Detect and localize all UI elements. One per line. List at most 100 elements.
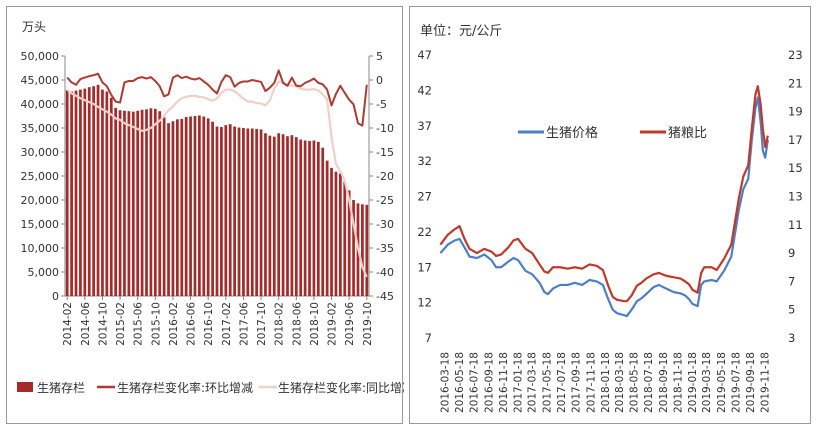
x-tick-label: 2015-06 xyxy=(133,302,145,346)
inventory-bar xyxy=(233,126,236,296)
x-tick-label: 2016-09-18 xyxy=(483,352,495,413)
inventory-bar xyxy=(294,137,298,296)
left-y-tick-label: 5,000 xyxy=(28,266,60,279)
inventory-bar xyxy=(220,127,223,296)
right-y-tick-label: -15 xyxy=(376,146,394,159)
x-tick-label: 2017-11-18 xyxy=(585,352,597,413)
x-tick-label: 2018-09-18 xyxy=(658,352,670,413)
inventory-bar xyxy=(303,140,307,296)
right-chart-panel: 单位：元/公斤 47 42 37 32 27 22 17 12 7 23 21 19 17 15 13 11 9 7… xyxy=(409,6,811,424)
right-y-tick-label: 19 xyxy=(788,105,803,119)
inventory-bar xyxy=(101,89,104,296)
inventory-bar xyxy=(259,129,263,296)
inventory-bar xyxy=(167,123,170,296)
inventory-bar xyxy=(286,136,289,296)
x-tick-label: 2015-10 xyxy=(150,302,162,346)
x-tick-label: 2016-07-18 xyxy=(469,352,481,413)
inventory-bar xyxy=(361,204,364,296)
x-tick-label: 2016-03-18 xyxy=(439,352,451,413)
inventory-bar xyxy=(343,181,347,296)
right-y-tick-label: -30 xyxy=(376,218,394,231)
x-tick-label: 2018-11-18 xyxy=(672,352,684,413)
inventory-bar xyxy=(228,124,232,296)
inventory-bar xyxy=(145,109,148,296)
x-tick-label: 2019-02 xyxy=(327,302,339,346)
x-tick-label: 2017-02 xyxy=(221,302,233,346)
inventory-bar xyxy=(334,171,338,296)
inventory-bar xyxy=(118,110,122,297)
inventory-bar xyxy=(312,140,316,296)
x-tick-label: 2017-10 xyxy=(256,302,268,346)
right-y-tick-label: -25 xyxy=(376,194,394,207)
legend-label-inventory: 生猪存栏 xyxy=(37,380,85,395)
inventory-bar xyxy=(109,97,113,296)
x-tick-label: 2016-10 xyxy=(203,302,215,346)
left-y-tick-label: 17 xyxy=(417,260,432,274)
left-y-tick-label: 50,000 xyxy=(21,50,60,63)
left-y-tick-label: 25,000 xyxy=(21,170,60,183)
right-y-tick-label: 7 xyxy=(788,274,795,288)
inventory-bar xyxy=(180,118,184,296)
right-y-tick-label: 9 xyxy=(788,246,795,260)
inventory-bar xyxy=(325,160,329,296)
inventory-bar xyxy=(268,135,272,296)
inventory-bar xyxy=(92,86,95,297)
x-tick-label: 2017-01-18 xyxy=(513,352,525,413)
inventory-bar xyxy=(316,141,320,296)
left-y-tick-label: 42 xyxy=(417,83,432,97)
x-tick-label: 2019-09-18 xyxy=(745,352,757,413)
x-tick-label: 2018-10 xyxy=(309,302,321,346)
inventory-bar xyxy=(281,134,285,296)
left-y-tick-label: 45,000 xyxy=(21,74,60,87)
x-tick-label: 2016-05-18 xyxy=(454,352,466,413)
x-tick-label: 2019-06 xyxy=(344,302,356,346)
right-y-tick-label: 11 xyxy=(788,218,803,232)
right-y-tick-label: -10 xyxy=(376,122,394,135)
left-y-tick-label: 40,000 xyxy=(21,98,60,111)
right-y-tick-label: 21 xyxy=(788,76,803,90)
inventory-bar xyxy=(330,167,333,296)
legend-swatch-inventory xyxy=(17,382,33,392)
x-tick-label: 2017-07-18 xyxy=(556,352,568,413)
inventory-bar xyxy=(290,135,294,296)
inventory-bar xyxy=(215,126,219,296)
legend-label-mom: 生猪存栏变化率:环比增减 xyxy=(117,380,253,395)
unit-label: 单位：元/公斤 xyxy=(420,24,502,39)
legend-label-price: 生猪价格 xyxy=(546,125,598,141)
inventory-bar xyxy=(149,108,153,296)
x-tick-label: 2016-11-18 xyxy=(498,352,510,413)
left-y-tick-label: 22 xyxy=(417,225,432,239)
right-y-tick-label: -35 xyxy=(376,242,394,255)
inventory-bar xyxy=(123,110,126,296)
inventory-bar xyxy=(347,190,351,296)
x-tick-label: 2016-02 xyxy=(168,302,180,346)
x-tick-label: 2017-05-18 xyxy=(541,352,553,413)
left-y-tick-label: 0 xyxy=(52,290,59,303)
inventory-bar xyxy=(131,111,135,297)
right-y-tick-label: 15 xyxy=(788,161,803,175)
inventory-bar xyxy=(272,136,276,296)
right-y-tick-label: 5 xyxy=(376,50,383,63)
x-tick-label: 2018-02 xyxy=(274,302,286,346)
left-y-tick-label: 7 xyxy=(425,331,432,345)
right-y-tick-label: 23 xyxy=(788,48,803,62)
inventory-bar xyxy=(87,87,91,296)
left-y-tick-label: 30,000 xyxy=(21,146,60,159)
inventory-bar xyxy=(198,115,201,297)
pig-grain-ratio-line xyxy=(439,85,769,303)
x-tick-label: 2017-09-18 xyxy=(571,352,583,413)
inventory-bar xyxy=(255,128,259,296)
x-tick-label: 2018-05-18 xyxy=(629,352,641,413)
x-tick-label: 2018-03-18 xyxy=(614,352,626,413)
inventory-bar xyxy=(237,127,241,297)
inventory-bar xyxy=(158,111,162,296)
inventory-bar xyxy=(96,84,100,296)
inventory-bar xyxy=(171,121,175,296)
inventory-bar xyxy=(74,90,78,296)
x-tick-label: 2019-05-18 xyxy=(716,352,728,413)
right-y-tick-label: 13 xyxy=(788,190,803,204)
inventory-bar xyxy=(65,90,69,296)
x-tick-label: 2019-03-18 xyxy=(701,352,713,413)
inventory-bar xyxy=(189,116,192,296)
right-y-tick-label: 0 xyxy=(376,74,383,87)
